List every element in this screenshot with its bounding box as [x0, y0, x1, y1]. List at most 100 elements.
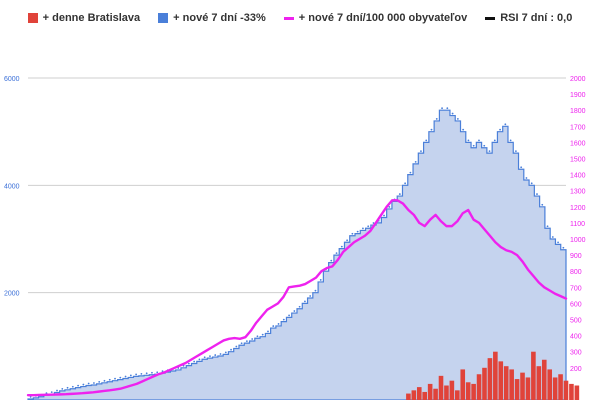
area-point — [351, 232, 354, 235]
area-point — [362, 227, 364, 230]
area-point — [446, 107, 449, 110]
area-point — [304, 300, 306, 303]
area-point — [398, 193, 401, 195]
area-point — [124, 375, 127, 378]
area-point — [335, 252, 338, 255]
area-point — [103, 379, 106, 382]
y-right-tick-label: 900 — [570, 253, 582, 260]
area-point — [129, 374, 132, 377]
area-point — [504, 123, 507, 126]
bar-daily-bratislava — [449, 380, 455, 400]
bar-daily-bratislava — [433, 388, 438, 400]
area-point — [230, 348, 232, 351]
area-point — [87, 382, 90, 385]
bar-daily-bratislava — [531, 351, 536, 400]
bar-daily-bratislava — [444, 385, 449, 400]
bar-daily-bratislava — [536, 366, 542, 400]
y-right-tick-label: 1600 — [570, 140, 586, 147]
area-point — [472, 144, 475, 147]
area-point — [293, 310, 296, 312]
bar-daily-bratislava — [509, 369, 514, 400]
area-point — [298, 305, 301, 308]
y-right-tick-label: 1400 — [570, 173, 586, 180]
bar-daily-bratislava — [416, 387, 422, 400]
bar-daily-bratislava — [487, 358, 493, 400]
y-left-tick-label: 4000 — [4, 183, 20, 190]
area-point — [493, 139, 496, 142]
area-point — [499, 128, 501, 131]
area-point — [71, 385, 74, 388]
area-point — [520, 166, 523, 169]
area-point — [235, 345, 238, 348]
bar-daily-bratislava — [482, 367, 487, 400]
bar-daily-bratislava — [422, 391, 428, 400]
area-point — [203, 356, 206, 359]
area-point — [267, 330, 269, 333]
area-point — [388, 206, 391, 208]
line-series-per-100000 — [26, 199, 568, 397]
area-point — [193, 360, 196, 363]
area-point — [50, 391, 53, 393]
area-point — [161, 370, 164, 373]
bar-daily-bratislava — [547, 369, 552, 400]
y-right-tick-label: 1100 — [570, 221, 585, 228]
area-point — [288, 314, 290, 317]
legend-item: + nové 7 dní/100 000 obyvateľov — [283, 12, 468, 24]
area-point — [319, 279, 322, 281]
area-point — [314, 289, 317, 292]
area-point — [214, 354, 217, 356]
y-right-tick-label: 1700 — [570, 124, 586, 131]
area-point — [256, 335, 259, 338]
area-point — [340, 245, 343, 248]
area-point — [509, 139, 512, 142]
area-point — [451, 112, 454, 115]
area-point — [224, 351, 227, 354]
legend-label: + nové 7 dní -33% — [173, 12, 266, 24]
legend-label: + nové 7 dní/100 000 obyvateľov — [298, 12, 468, 24]
bar-daily-bratislava — [574, 385, 580, 400]
area-point — [245, 340, 248, 343]
bar-daily-bratislava — [558, 374, 563, 400]
area-point — [66, 386, 69, 389]
legend-item: + nové 7 dní -33% — [158, 12, 266, 24]
area-point — [198, 358, 201, 361]
bar-daily-bratislava — [503, 366, 509, 400]
bar-daily-bratislava — [476, 374, 482, 400]
area-point — [562, 246, 565, 249]
area-point — [282, 318, 285, 321]
area-point — [530, 182, 533, 185]
area-point — [420, 150, 422, 153]
area-point — [425, 139, 428, 142]
legend-label: RSI 7 dní : 0,0 — [500, 12, 573, 24]
bar-daily-bratislava — [460, 369, 466, 400]
legend-swatch — [158, 13, 169, 23]
bar-daily-bratislava — [552, 377, 558, 400]
legend-swatch — [27, 13, 38, 23]
area-point — [536, 193, 538, 195]
area-point — [430, 128, 433, 131]
area-point — [483, 144, 486, 147]
area-point — [541, 203, 544, 206]
area-point — [29, 396, 32, 398]
area-point — [93, 382, 95, 384]
bar-daily-bratislava — [493, 351, 498, 400]
area-point — [367, 225, 370, 228]
area-point — [383, 214, 385, 217]
y-right-tick-label: 200 — [570, 366, 582, 373]
bar-daily-bratislava — [514, 379, 520, 400]
y-right-tick-label: 1800 — [570, 108, 586, 115]
area-point — [277, 323, 280, 325]
area-point — [488, 150, 491, 153]
area-point — [135, 373, 138, 376]
area-point — [119, 376, 122, 379]
y-right-tick-label: 300 — [570, 350, 582, 357]
area-point — [409, 171, 412, 174]
y-left-tick-label: 6000 — [4, 76, 20, 83]
bar-daily-bratislava — [471, 383, 476, 400]
area-point — [261, 333, 264, 336]
area-point — [404, 182, 407, 185]
bar-daily-bratislava — [563, 380, 569, 400]
legend-swatch — [485, 16, 496, 20]
area-point — [372, 222, 375, 224]
